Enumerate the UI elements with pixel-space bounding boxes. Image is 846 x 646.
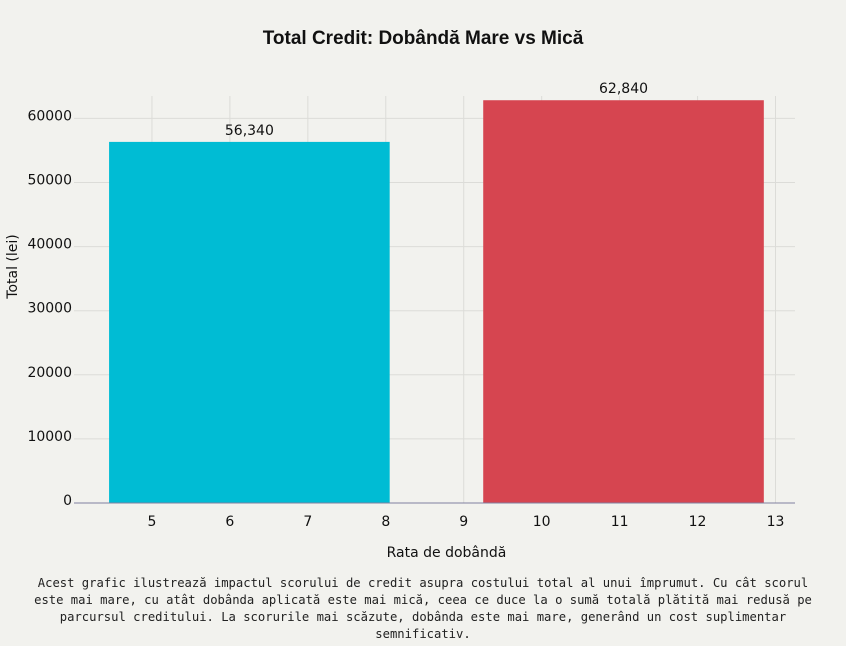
x-tick-label: 9 (459, 514, 468, 530)
y-tick-label: 30000 (27, 301, 72, 317)
x-tick-label: 13 (767, 514, 785, 530)
bar-1 (109, 141, 390, 503)
y-tick-label: 60000 (27, 108, 72, 124)
bar-2 (483, 100, 764, 504)
y-axis-title: Total (lei) (5, 234, 21, 299)
x-axis-title: Rata de dobândă (387, 545, 507, 561)
y-tick-label: 50000 (27, 173, 72, 189)
x-tick-label: 10 (533, 514, 551, 530)
chart-caption: Acest grafic ilustrează impactul scorulu… (34, 576, 812, 641)
labels: 56,340 62,840 5 6 7 8 9 10 11 12 13 0 10000 20000 3000… (5, 81, 784, 561)
x-tick-label: 7 (303, 514, 312, 530)
bar-value-label: 56,340 (225, 123, 274, 139)
x-tick-label: 6 (225, 514, 234, 530)
x-tick-label: 5 (147, 514, 156, 530)
bars (109, 100, 764, 504)
x-tick-label: 8 (381, 514, 390, 530)
chart-title: Total Credit: Dobândă Mare vs Mică (262, 28, 584, 49)
y-tick-label: 10000 (27, 429, 72, 445)
y-tick-label: 0 (63, 493, 72, 509)
y-tick-label: 40000 (27, 237, 72, 253)
x-tick-label: 12 (689, 514, 707, 530)
x-tick-label: 11 (611, 514, 629, 530)
bar-value-label: 62,840 (599, 81, 648, 97)
y-tick-label: 20000 (27, 365, 72, 381)
